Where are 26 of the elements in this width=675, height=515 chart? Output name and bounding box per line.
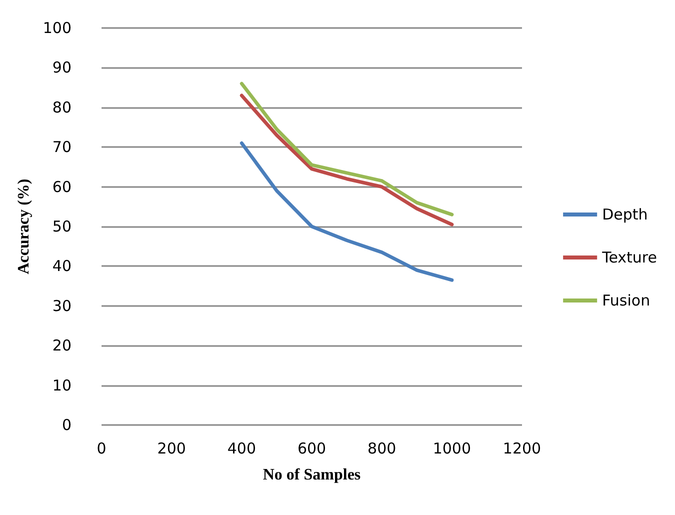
y-tick-label: 30	[52, 296, 72, 315]
y-tick-label: 80	[52, 98, 72, 116]
x-tick-label: 1200	[502, 440, 542, 458]
y-tick-label: 10	[52, 376, 72, 394]
y-tick-label: 70	[52, 138, 72, 156]
y-tick-label: 90	[52, 58, 72, 77]
line-series	[240, 82, 454, 216]
y-axis-title: Accuracy (%)	[16, 178, 32, 274]
y-tick-label: 0	[62, 416, 72, 434]
line-series	[240, 141, 454, 282]
x-tick-label: 200	[157, 440, 186, 458]
x-tick-label: 400	[227, 440, 256, 458]
legend-label: Depth	[602, 206, 648, 224]
legend-label: Texture	[601, 248, 658, 266]
y-tick-label: 50	[52, 218, 72, 236]
y-tick-label: 100	[42, 19, 72, 37]
x-axis-title: No of Samples	[262, 466, 361, 484]
x-tick-label: 1000	[432, 440, 472, 458]
y-tick-label: 40	[52, 257, 72, 276]
line-series	[240, 94, 454, 226]
y-tick-label: 60	[52, 178, 72, 196]
x-tick-label: 800	[368, 440, 396, 458]
x-tick-label: 600	[297, 440, 326, 458]
legend-label: Fusion	[602, 292, 650, 310]
x-tick-label: 0	[96, 440, 106, 458]
y-tick-label: 20	[52, 336, 72, 355]
